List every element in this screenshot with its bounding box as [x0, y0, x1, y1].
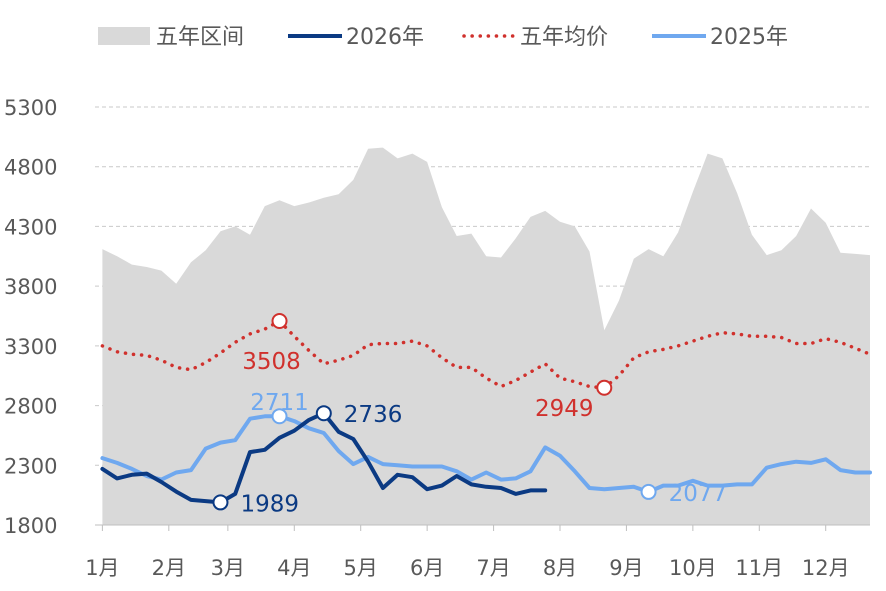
data-point-marker: [271, 313, 288, 330]
data-label: 2711: [250, 390, 309, 416]
legend-swatch: [98, 27, 150, 45]
y-tick-label: 2800: [4, 395, 57, 419]
x-tick-label: 6月: [410, 556, 444, 580]
y-tick-label: 5300: [4, 96, 57, 120]
x-tick-label: 9月: [609, 556, 643, 580]
x-axis: 1月 2月 3月 4月 5月 6月 7月 8月 9月 10月 11月 12月: [85, 524, 870, 580]
legend-label: 2026年: [346, 25, 424, 50]
x-tick-label: 2月: [152, 556, 186, 580]
x-tick-label: 12月: [802, 556, 850, 580]
data-label: 2736: [344, 402, 403, 428]
series-line-dotted: [100, 318, 872, 390]
plot-area: [100, 147, 872, 525]
y-axis: 1800 2300 2800 3300 3800 4300 4800 5300: [4, 96, 57, 538]
series-line: [100, 414, 872, 494]
data-label: 2949: [535, 396, 594, 422]
x-tick-label: 11月: [735, 556, 783, 580]
y-tick-label: 4300: [4, 215, 57, 239]
x-tick-label: 10月: [669, 556, 717, 580]
x-tick-label: 7月: [476, 556, 510, 580]
y-tick-label: 3300: [4, 335, 57, 359]
x-tick-label: 4月: [277, 556, 311, 580]
data-point-marker: [212, 494, 229, 511]
data-point-marker: [596, 379, 613, 396]
data-label: 1989: [240, 491, 299, 517]
y-tick-label: 2300: [4, 454, 57, 478]
x-tick-label: 8月: [543, 556, 577, 580]
y-tick-label: 4800: [4, 156, 57, 180]
legend-label: 2025年: [710, 25, 788, 50]
data-point-marker: [271, 408, 288, 425]
legend: 五年区间 2026年 五年均价 2025年: [98, 25, 788, 50]
y-tick-label: 3800: [4, 275, 57, 299]
data-labels: 3508 2949 2711 2077 2736 1989: [212, 313, 728, 517]
series-range-area: [102, 147, 870, 525]
x-tick-label: 5月: [344, 556, 378, 580]
x-tick-label: 1月: [85, 556, 119, 580]
data-label: 3508: [242, 349, 301, 375]
y-tick-label: 1800: [4, 514, 57, 538]
legend-label: 五年均价: [520, 25, 608, 50]
legend-label: 五年区间: [156, 25, 244, 50]
data-label: 2077: [669, 481, 728, 507]
data-point-marker: [315, 405, 332, 422]
data-point-marker: [640, 483, 657, 500]
x-tick-label: 3月: [211, 556, 245, 580]
